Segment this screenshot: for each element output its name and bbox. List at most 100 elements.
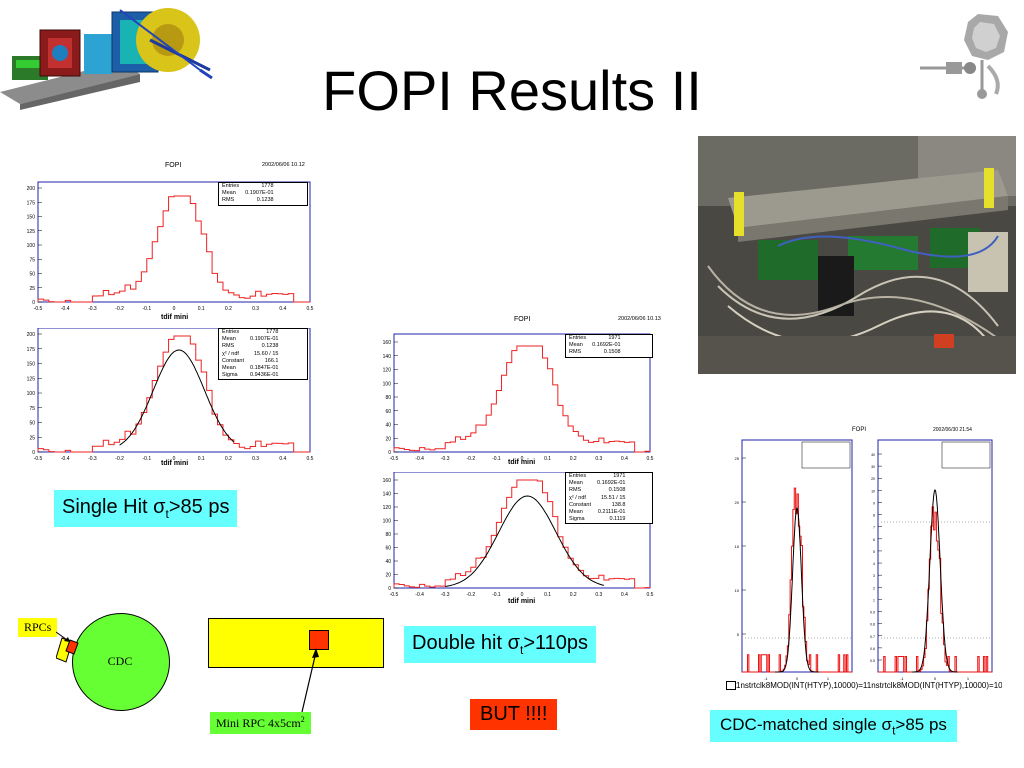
x-tick-label: -0.2 (115, 306, 124, 312)
stats-key: RMS (569, 349, 582, 356)
y-tick-label: 175 (27, 200, 36, 206)
y-tick-label: 100 (27, 391, 36, 397)
stats-value: 0.2111E-01 (597, 509, 626, 516)
y-tick-label: 5 (737, 632, 740, 637)
x-tick-label: 0.1 (544, 592, 551, 598)
y-tick-label: 120 (383, 505, 392, 511)
rpc-module-icon (56, 637, 79, 663)
y-tick-label: 0.6 (870, 647, 875, 651)
stats-row: Entries 1778 (219, 329, 281, 336)
x-tick-label: 0.2 (570, 456, 577, 462)
stats-value: 1778 (266, 329, 279, 335)
y-tick-label: 150 (27, 362, 36, 368)
x-tick-label: 0.3 (595, 456, 602, 462)
panel-name: FOPI (514, 316, 531, 323)
y-tick-label: 200 (27, 332, 36, 338)
mini-rpc-sup: 2 (300, 715, 305, 724)
panel-date: 2002/06/06 10.12 (262, 162, 305, 168)
stats-row: RMS 0.1238 (219, 343, 281, 350)
y-tick-label: 75 (29, 406, 35, 412)
y-tick-label: 100 (27, 243, 36, 249)
x-tick-label: -0.4 (61, 306, 70, 312)
stats-row: Mean 0.1847E-01 (219, 365, 281, 372)
y-tick-label: 0.8 (870, 623, 875, 627)
x-tick-label: -0.3 (441, 592, 450, 598)
stats-key: Entries (569, 473, 587, 479)
stats-row: Entries 1971 (566, 335, 624, 342)
fit-stats-box: Entries 1971 Mean 0.1692E-01 RMS 0.1508 χ² / n… (565, 472, 653, 525)
x-tick-label: 0.1 (198, 306, 205, 312)
y-tick-label: 20 (871, 477, 875, 481)
x-tick-label: -0.3 (441, 456, 450, 462)
x-tick-label: -0.1 (142, 306, 151, 312)
label-tail: >85 ps (895, 715, 947, 734)
stats-value: 15.60 / 15 (254, 350, 279, 357)
stats-key: Entries (222, 183, 240, 189)
stats-row: Entries 1971 (566, 473, 628, 480)
cdc-label: CDC (107, 654, 133, 668)
x-tick-label: -0.1 (492, 456, 501, 462)
stats-row: Mean 0.1692E-01 (566, 480, 628, 487)
x-tick-label: 0.5 (647, 456, 654, 462)
x-tick-label: 0.4 (621, 592, 628, 598)
stats-key: Mean (222, 190, 236, 197)
y-tick-label: 140 (383, 492, 392, 498)
x-axis-label: tdif mini (161, 314, 189, 321)
y-tick-label: 0.5 (870, 659, 875, 663)
stats-key: Mean (222, 365, 236, 372)
stats-value: 1971 (613, 473, 626, 479)
label-tail: >85 ps (168, 496, 230, 518)
stats-row: Constant 138.8 (566, 502, 628, 509)
y-tick-label: 100 (383, 381, 392, 387)
slide-title: FOPI Results II (322, 59, 702, 122)
stats-value: 0.1238 (261, 343, 279, 350)
x-tick-label: 0 (173, 306, 176, 312)
electronics-photo (698, 136, 1016, 374)
y-tick-label: 4 (873, 562, 875, 566)
y-tick-label: 160 (383, 340, 392, 346)
footer-right: 1nstrtclk8MOD(INT(HTYP),10000)=10 (866, 681, 1002, 690)
x-tick-label: 0 (521, 592, 524, 598)
stats-row: Mean 0.1907E-01 (219, 190, 277, 197)
label-sub: t (892, 723, 896, 738)
x-axis-label: tdif mini (508, 459, 536, 466)
stats-value: 0.1907E-01 (250, 336, 279, 343)
y-tick-label: 0 (32, 300, 35, 306)
x-axis-label: tdif mini (161, 460, 189, 467)
x-tick-label: 1 (967, 676, 970, 681)
stats-key: Mean (569, 342, 583, 349)
stats-value: 138.8 (611, 501, 626, 508)
stats-value: 15.51 / 15 (601, 494, 626, 501)
stats-row: Mean 0.1907E-01 (219, 336, 281, 343)
y-tick-label: 8 (873, 514, 875, 518)
x-tick-label: -0.5 (390, 592, 399, 598)
y-tick-label: 0.7 (870, 635, 875, 639)
mini-rpc-label: Mini RPC 4x5cm2 (210, 712, 311, 734)
x-tick-label: -1 (900, 676, 904, 681)
single-hit-histogram: 200 175 150 125 100 75 50 25 0 -0.5 -0.4 -0.3 -0.2 -… (27, 181, 314, 312)
stats-value: 1971 (608, 335, 621, 341)
x-tick-label: 0.3 (595, 592, 602, 598)
y-tick-label: 0 (388, 450, 391, 456)
x-tick-label: -0.3 (88, 306, 97, 312)
stats-value: 0.1692E-01 (597, 480, 626, 487)
y-tick-label: 2 (873, 586, 875, 590)
y-tick-label: 0 (32, 450, 35, 456)
y-tick-label: 1 (873, 598, 875, 602)
y-tick-label: 140 (383, 354, 392, 360)
stats-value: 0.1508 (608, 487, 626, 494)
mini-rpc-arrow-icon (301, 648, 319, 713)
stats-row: Sigma 0.9436E-01 (219, 372, 281, 379)
stats-key: Constant (222, 357, 245, 364)
x-tick-label: -0.5 (34, 456, 43, 462)
x-tick-label: -0.3 (88, 456, 97, 462)
stats-row: Sigma 0.1119 (566, 516, 628, 523)
stats-row: Entries 1778 (219, 183, 277, 190)
y-tick-label: 20 (735, 500, 740, 505)
checkbox-icon (726, 681, 736, 691)
y-tick-label: 10 (871, 489, 875, 493)
y-tick-label: 60 (385, 409, 391, 415)
y-tick-label: 125 (27, 376, 36, 382)
y-tick-label: 9 (873, 501, 875, 505)
